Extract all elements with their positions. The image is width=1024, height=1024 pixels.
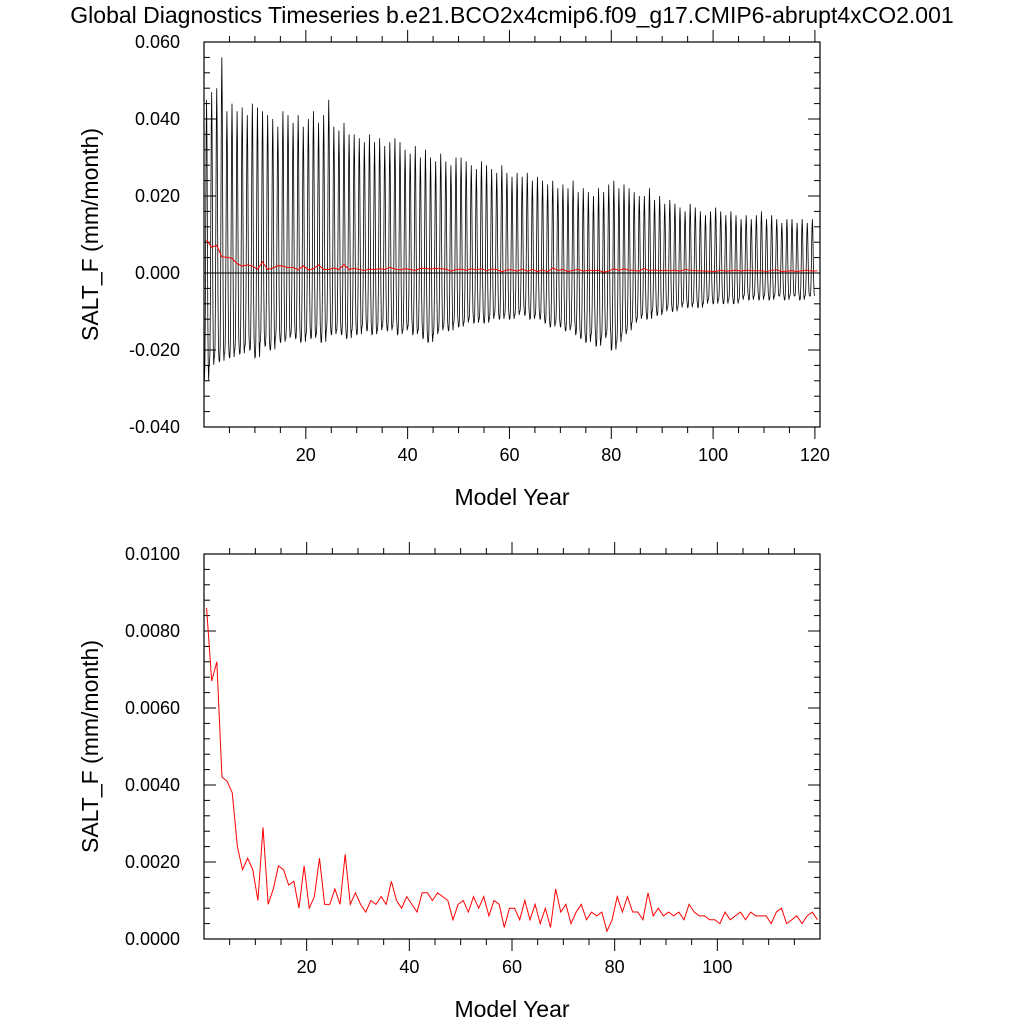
figure-title: Global Diagnostics Timeseries b.e21.BCO2… [70, 2, 954, 28]
annual-mean-line [206, 607, 818, 933]
y-tick-label: 0.0080 [125, 621, 180, 641]
x-tick-label: 60 [499, 445, 519, 465]
x-tick-label: 60 [502, 957, 522, 977]
plot-frame [203, 553, 821, 940]
y-tick-label: 0.0020 [125, 852, 180, 872]
x-tick-label: 80 [601, 445, 621, 465]
plot-area [204, 57, 818, 381]
plot-frame [203, 41, 821, 428]
y-tick-label: 0.0100 [125, 544, 180, 564]
y-tick-label: 0.000 [135, 263, 180, 283]
monthly-series-line [204, 57, 815, 381]
x-tick-label: 20 [297, 957, 317, 977]
x-tick-label: 100 [698, 445, 728, 465]
chart-panel-1: -0.040 -0.020 0.000 0.020 0.040 0.060 20 40 60 80… [77, 30, 830, 510]
x-tick-label: 20 [296, 445, 316, 465]
y-tick-label: 0.040 [135, 109, 180, 129]
x-axis-label: Model Year [454, 996, 569, 1022]
y-tick-label: -0.040 [129, 417, 180, 437]
y-tick-label: 0.060 [135, 32, 180, 52]
x-tick-label: 100 [702, 957, 732, 977]
y-tick-label: 0.0040 [125, 775, 180, 795]
chart-panel-2: 0.0000 0.0020 0.0040 0.0060 0.0080 0.0100 20 40… [77, 542, 821, 1022]
y-tick-label: 0.020 [135, 186, 180, 206]
plot-area [206, 607, 818, 933]
x-tick-label: 40 [398, 445, 418, 465]
y-tick-label: 0.0060 [125, 698, 180, 718]
y-axis-label: SALT_F (mm/month) [77, 128, 103, 341]
y-axis-label: SALT_F (mm/month) [77, 640, 103, 853]
y-tick-label: -0.020 [129, 340, 180, 360]
y-tick-label: 0.0000 [125, 929, 180, 949]
x-tick-label: 120 [800, 445, 830, 465]
x-tick-label: 40 [399, 957, 419, 977]
x-tick-label: 80 [605, 957, 625, 977]
annual-mean-line [206, 239, 818, 273]
tick-marks [204, 542, 820, 951]
tick-marks [204, 30, 820, 439]
x-axis-label: Model Year [454, 484, 569, 510]
